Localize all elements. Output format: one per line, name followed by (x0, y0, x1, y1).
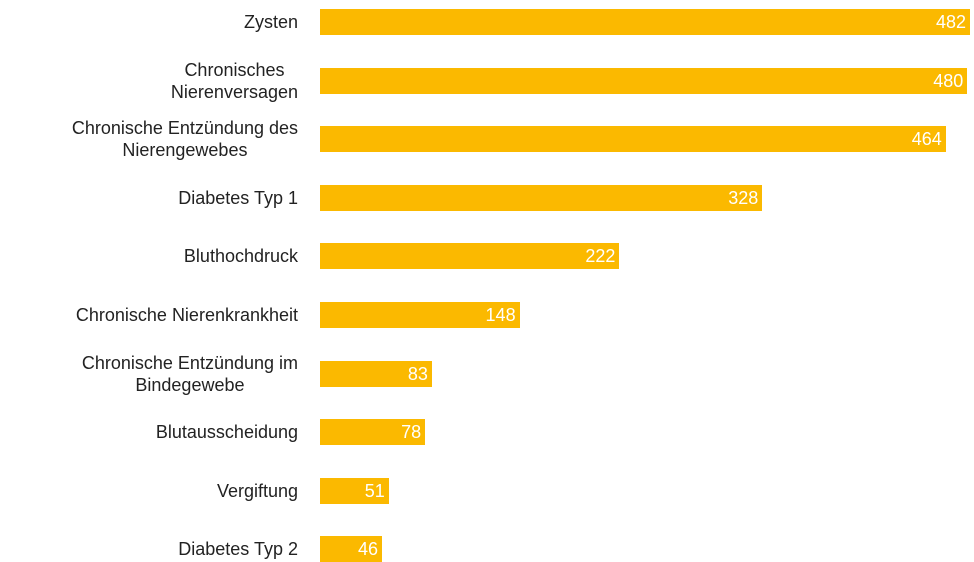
category-label: Chronische Nierenkrankheit (75, 305, 298, 325)
value-label: 51 (364, 480, 385, 501)
bar (320, 419, 426, 446)
category-label: Diabetes Typ 2 (178, 539, 298, 560)
category-label: Chronisches Nierenversagen (170, 59, 298, 102)
bar (320, 302, 520, 328)
value-label: 328 (728, 187, 759, 208)
value-label: 148 (485, 305, 516, 325)
bar (320, 9, 970, 35)
category-label: Chronische Entzündung im Bindegewebe (81, 352, 298, 395)
bar (320, 536, 383, 562)
value-label: 464 (911, 129, 942, 150)
value-label: 78 (401, 422, 422, 443)
category-label: Blutausscheidung (155, 422, 298, 443)
category-label: Chronische Entzündung des Nierengewebes (71, 118, 298, 161)
bar (320, 360, 432, 387)
bar (320, 477, 389, 504)
value-label: 46 (358, 539, 379, 560)
bar (320, 243, 620, 270)
category-label: Zysten (243, 12, 298, 32)
value-label: 83 (407, 363, 428, 384)
category-label: Vergiftung (216, 480, 298, 501)
category-label: Diabetes Typ 1 (178, 187, 298, 208)
value-label: 480 (933, 70, 964, 91)
value-label: 222 (585, 246, 616, 267)
bar (320, 184, 763, 211)
bar (320, 126, 946, 153)
bar (320, 67, 968, 94)
category-label: Bluthochdruck (183, 246, 298, 267)
value-label: 482 (935, 12, 966, 32)
